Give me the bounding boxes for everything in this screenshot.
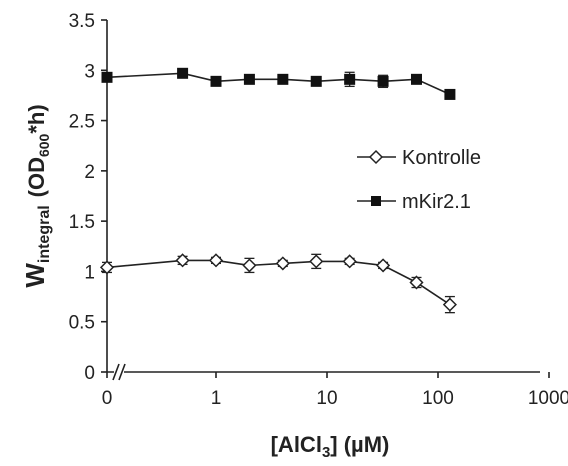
data-point [243,73,255,85]
legend-item-kontrolle: Kontrolle [357,147,481,169]
x-tick-label: 10 [316,388,337,409]
data-point [342,254,357,269]
y-tick-label: 0.5 [69,313,95,334]
data-point [277,73,289,85]
y-tick-label: 1.5 [69,212,95,233]
data-point [208,253,224,268]
y-tick-label: 2.5 [69,112,95,133]
y-axis-title-sub: integral [36,205,53,263]
data-point [344,73,356,85]
y-axis-title-mid: (OD [24,157,49,197]
data-point [442,297,457,312]
y-axis-title: Wintegral (OD600*h) [20,104,53,287]
data-point [377,75,389,87]
data-point [210,75,222,87]
x-ticks: 0 1 10 100 1000 [102,372,568,409]
data-point [175,253,190,268]
legend-label-kontrolle: Kontrolle [402,147,481,169]
y-tick-label: 0 [84,363,95,384]
y-ticks: 0 0.5 1 1.5 2 2.5 3 3.5 [69,11,107,384]
series-line [106,259,451,306]
y-axis-title-main: W [20,263,50,288]
data-point [444,88,456,100]
data-point [310,75,322,87]
x-tick-label: 0 [102,388,113,409]
series-1 [101,67,456,100]
x-tick-label: 100 [422,388,454,409]
legend: Kontrolle mKir2.1 [357,147,481,213]
data-point [409,275,424,290]
series-0 [99,253,457,314]
y-tick-label: 2 [84,162,95,183]
data-point [242,258,257,273]
y-tick-label: 3.5 [69,11,95,32]
data-point [410,73,422,85]
data-point [99,260,115,275]
y-tick-label: 3 [84,61,95,82]
y-axis-title-post: *h) [24,104,49,133]
legend-marker-kontrolle [368,149,384,165]
legend-marker-mkir [371,196,381,206]
legend-label-mkir: mKir2.1 [402,191,471,213]
y-tick-label: 1 [84,262,95,283]
y-axis-title-sub2: 600 [36,133,52,157]
x-axis-title: [AlCl3] (µM) [271,432,390,461]
x-tick-label: 1000 [528,388,568,409]
legend-item-mkir: mKir2.1 [357,191,471,213]
x-tick-label: 1 [211,388,222,409]
axis-break-mark [112,363,126,381]
data-point [309,254,324,269]
data-point [101,71,113,83]
data-point [177,67,189,79]
x-axis-title-sub: 3 [322,444,330,461]
data-point [275,256,290,271]
data-point [376,258,391,273]
plot-area [99,67,457,314]
x-axis-title-pre: [AlCl [271,432,322,457]
series-line [106,72,451,96]
x-axis-title-post: ] (µM) [330,432,389,457]
